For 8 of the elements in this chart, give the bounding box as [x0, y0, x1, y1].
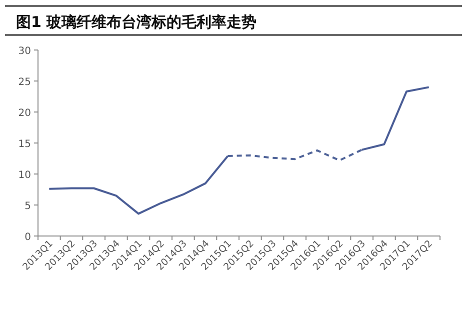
chart-title: 图1 玻璃纤维布台湾标的毛利率走势: [16, 13, 257, 31]
y-tick-label: 20: [18, 108, 31, 119]
y-tick-label: 0: [24, 232, 31, 243]
y-tick-label: 10: [18, 170, 31, 181]
y-tick-label: 30: [18, 46, 31, 57]
y-tick-label: 5: [24, 201, 31, 212]
y-tick-label: 25: [18, 77, 31, 88]
y-tick-label: 15: [18, 139, 31, 150]
